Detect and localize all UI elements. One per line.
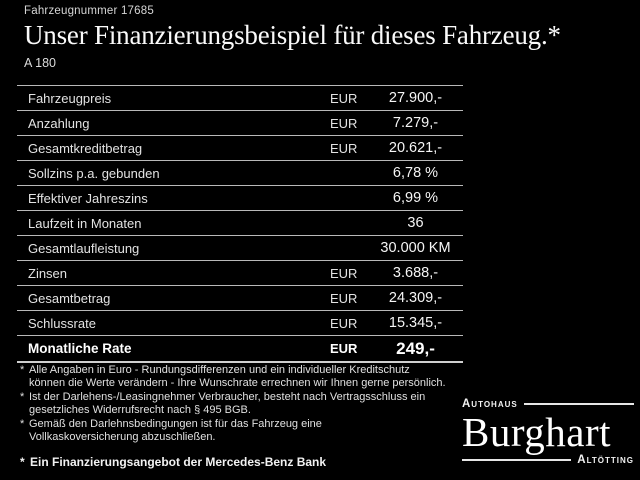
finance-table: Fahrzeugpreis EUR 27.900,- Anzahlung EUR…: [17, 85, 463, 363]
financing-offer-note: * Ein Finanzierungsangebot der Mercedes-B…: [20, 455, 326, 469]
row-label: Laufzeit in Monaten: [28, 215, 142, 231]
row-label: Schlussrate: [28, 315, 96, 331]
row-value: 30.000 KM: [380, 240, 451, 256]
logo-dealer-name: Burghart: [462, 409, 612, 455]
row-label: Gesamtkreditbetrag: [28, 140, 143, 156]
row-label: Effektiver Jahreszins: [28, 190, 148, 206]
asterisk-marker: *: [20, 390, 25, 403]
logo-rule-top: [523, 403, 634, 405]
row-value: 15.345,-: [388, 315, 443, 331]
table-row-sollzins: Sollzins p.a. gebunden 6,78 %: [17, 161, 463, 186]
row-currency: EUR: [330, 341, 358, 356]
financing-offer-text: Ein Finanzierungsangebot der Mercedes-Be…: [30, 455, 327, 469]
row-label: Sollzins p.a. gebunden: [28, 165, 160, 181]
asterisk-marker: *: [20, 364, 25, 376]
table-row-gesamtkreditbetrag: Gesamtkreditbetrag EUR 20.621,-: [17, 136, 463, 161]
row-value: 6,99 %: [392, 190, 439, 206]
page-title: Unser Finanzierungsbeispiel für dieses F…: [24, 20, 561, 50]
table-row-anzahlung: Anzahlung EUR 7.279,-: [17, 111, 463, 136]
row-currency: EUR: [330, 290, 358, 306]
footnote-vollkasko: * Gemäß den Darlehnsbedingungen ist für d…: [20, 418, 470, 445]
footnote-text: Ist der Darlehens-/Leasingnehmer Verbrau…: [29, 390, 426, 403]
dealer-logo: Autohaus Burghart Altötting: [462, 398, 634, 466]
footnotes: * Alle Angaben in Euro - Rundungsdifferen…: [20, 364, 470, 444]
row-value: 27.900,-: [388, 90, 443, 106]
row-label: Monatliche Rate: [28, 341, 132, 356]
row-currency: EUR: [330, 115, 358, 131]
footnote-text: können die Werte verändern - Ihre Wunsch…: [29, 377, 446, 390]
asterisk-marker: *: [20, 455, 25, 469]
table-row-laufzeit: Laufzeit in Monaten 36: [17, 211, 463, 236]
table-row-gesamtbetrag: Gesamtbetrag EUR 24.309,-: [17, 286, 463, 311]
table-row-fahrzeugpreis: Fahrzeugpreis EUR 27.900,-: [17, 86, 463, 111]
table-row-schlussrate: Schlussrate EUR 15.345,-: [17, 311, 463, 336]
row-label: Gesamtlaufleistung: [28, 240, 140, 256]
row-label: Fahrzeugpreis: [28, 90, 112, 106]
table-row-effektiver-jahreszins: Effektiver Jahreszins 6,99 %: [17, 186, 463, 211]
asterisk-marker: *: [20, 417, 25, 430]
table-row-monatliche-rate: Monatliche Rate EUR 249,-: [17, 336, 463, 363]
footnote-text: Alle Angaben in Euro - Rundungsdifferenz…: [29, 364, 410, 376]
row-value: 7.279,-: [392, 115, 439, 131]
row-label: Anzahlung: [28, 115, 90, 131]
row-value: 24.309,-: [388, 290, 443, 306]
vehicle-number: Fahrzeugnummer 17685: [24, 5, 154, 17]
row-label: Gesamtbetrag: [28, 290, 111, 306]
footnote-text: Vollkaskoversicherung abzuschließen.: [29, 431, 216, 444]
row-currency: EUR: [330, 315, 358, 331]
model-name: A 180: [24, 56, 56, 70]
table-row-zinsen: Zinsen EUR 3.688,-: [17, 261, 463, 286]
row-value: 20.621,-: [388, 140, 443, 156]
row-currency: EUR: [330, 90, 358, 106]
logo-rule-bottom: [462, 459, 572, 461]
row-label: Zinsen: [28, 265, 68, 281]
row-value: 6,78 %: [392, 165, 439, 181]
row-currency: EUR: [330, 265, 358, 281]
table-row-gesamtlaufleistung: Gesamtlaufleistung 30.000 KM: [17, 236, 463, 261]
footnote-widerrufsrecht: * Ist der Darlehens-/Leasingnehmer Verbra…: [20, 391, 470, 418]
row-value: 3.688,-: [392, 265, 439, 281]
logo-autohaus-label: Autohaus: [462, 398, 518, 410]
row-value: 249,-: [396, 338, 435, 358]
header: Fahrzeugnummer 17685 Unser Finanzierungs…: [24, 5, 561, 70]
row-value: 36: [407, 215, 424, 231]
logo-city-label: Altötting: [577, 454, 634, 466]
footnote-text: Gemäß den Darlehnsbedingungen ist für da…: [29, 417, 322, 430]
footnote-text: gesetzliches Widerrufsrecht nach § 495 B…: [29, 404, 251, 417]
row-currency: EUR: [330, 140, 358, 156]
footnote-rundungsdifferenzen: * Alle Angaben in Euro - Rundungsdifferen…: [20, 364, 470, 391]
